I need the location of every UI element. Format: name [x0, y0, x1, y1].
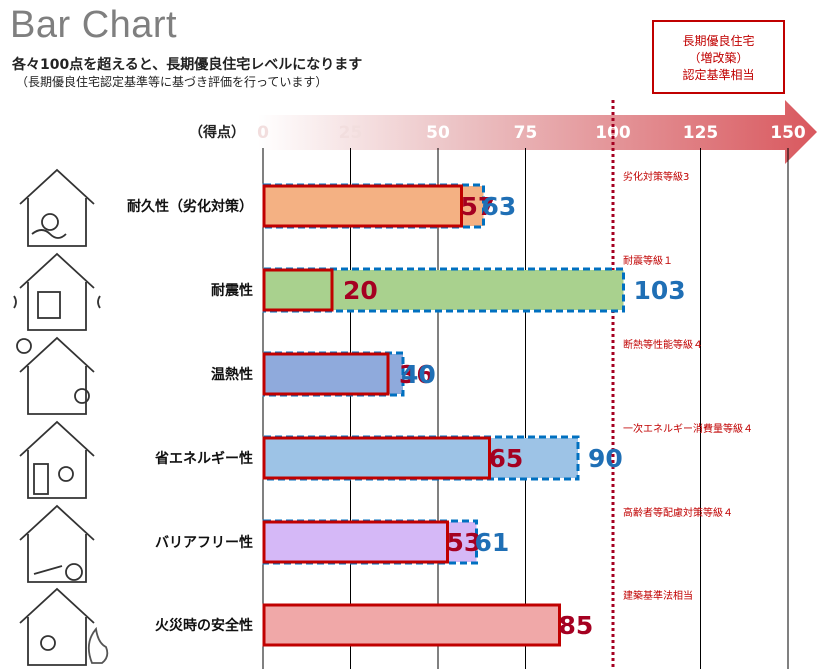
bar-after-fill — [448, 522, 477, 562]
bar-after-fill — [462, 186, 484, 226]
bar-after-fill — [389, 354, 403, 394]
bar-before — [262, 603, 561, 647]
roof-outline — [19, 336, 95, 373]
chart-title: Bar Chart — [10, 4, 178, 46]
tick-label: 125 — [683, 123, 719, 143]
fire-mark — [87, 626, 109, 664]
house-fire-icon — [19, 587, 109, 666]
tick-label: 50 — [426, 123, 450, 143]
value-after-label: 103 — [634, 276, 686, 305]
person-mark — [40, 635, 56, 651]
category-label: 耐震性 — [211, 282, 253, 299]
window-mark — [37, 291, 61, 319]
category-label: 耐久性（劣化対策） — [127, 198, 253, 215]
wall-outline — [27, 617, 87, 666]
value-before-label: 65 — [489, 444, 524, 473]
bar-before — [262, 520, 449, 564]
bar-after-fill — [333, 270, 624, 310]
wall-outline — [27, 282, 87, 331]
appliance-mark — [33, 463, 49, 495]
category-label: 温熱性 — [211, 366, 253, 383]
value-before-label: 57 — [461, 192, 496, 221]
house-thermal-icon — [16, 336, 95, 415]
crack-mark — [41, 213, 59, 231]
snowman-mark — [74, 388, 90, 404]
category-label: 省エネルギー性 — [154, 450, 253, 467]
wheelchair-mark — [65, 563, 83, 581]
axis-label: （得点） — [189, 124, 245, 141]
value-after-label: 63 — [482, 192, 517, 221]
roof-outline — [19, 504, 95, 541]
value-after-label: 90 — [588, 444, 623, 473]
axis-arrow — [258, 100, 817, 164]
sun-mark — [16, 338, 32, 354]
tick-label: 150 — [770, 123, 806, 143]
callout-line-1: 長期優良住宅 — [682, 34, 755, 48]
bar-after-fill — [490, 438, 578, 478]
annotation-label: 高齢者等配慮対策等級４ — [623, 506, 733, 519]
person-mark — [58, 466, 74, 482]
bar-before — [262, 184, 463, 228]
roof-outline — [19, 252, 95, 289]
callout-line-3: 認定基準相当 — [682, 68, 755, 82]
roof-outline — [19, 420, 95, 457]
value-before-label: 36 — [399, 360, 434, 389]
bar-before — [262, 268, 334, 312]
category-label: 火災時の安全性 — [155, 617, 253, 634]
ramp-mark — [33, 565, 63, 575]
category-label: バリアフリー性 — [155, 534, 253, 551]
roof-outline — [19, 168, 95, 205]
wall-outline — [27, 534, 87, 583]
annotation-label: 一次エネルギー消費量等級４ — [623, 422, 753, 435]
value-after-label: 40 — [401, 360, 436, 389]
house-barrier-free-icon — [19, 504, 95, 583]
bar-before — [262, 352, 390, 396]
house-durability-icon — [19, 168, 95, 247]
house-earthquake-icon — [13, 252, 101, 331]
house-energy-icon — [19, 420, 95, 499]
damage-mark — [31, 229, 67, 239]
bar-before — [262, 436, 491, 480]
value-after-label: 61 — [475, 528, 510, 557]
tick-label: 0 — [257, 123, 269, 143]
value-before-label: 20 — [343, 276, 378, 305]
roof-outline — [19, 587, 95, 624]
tick-label: 75 — [514, 123, 538, 143]
value-before-label: 53 — [447, 528, 482, 557]
value-before-label: 85 — [559, 611, 594, 640]
wall-outline — [27, 198, 87, 247]
reference-callout: 長期優良住宅 （増改築） 認定基準相当 — [652, 20, 785, 94]
wall-outline — [27, 450, 87, 499]
chart-note: （長期優良住宅認定基準等に基づき評価を行っています） — [16, 75, 328, 89]
annotation-label: 建築基準法相当 — [623, 589, 693, 602]
callout-line-2: （増改築） — [688, 51, 749, 65]
annotation-label: 劣化対策等級3 — [623, 170, 689, 183]
annotation-label: 耐震等級１ — [623, 254, 673, 267]
tick-label: 25 — [339, 123, 363, 143]
annotation-label: 断熱等性能等級４ — [623, 338, 703, 351]
shake-mark — [13, 295, 101, 309]
chart-subtitle: 各々100点を超えると、長期優良住宅レベルになります — [12, 57, 363, 73]
